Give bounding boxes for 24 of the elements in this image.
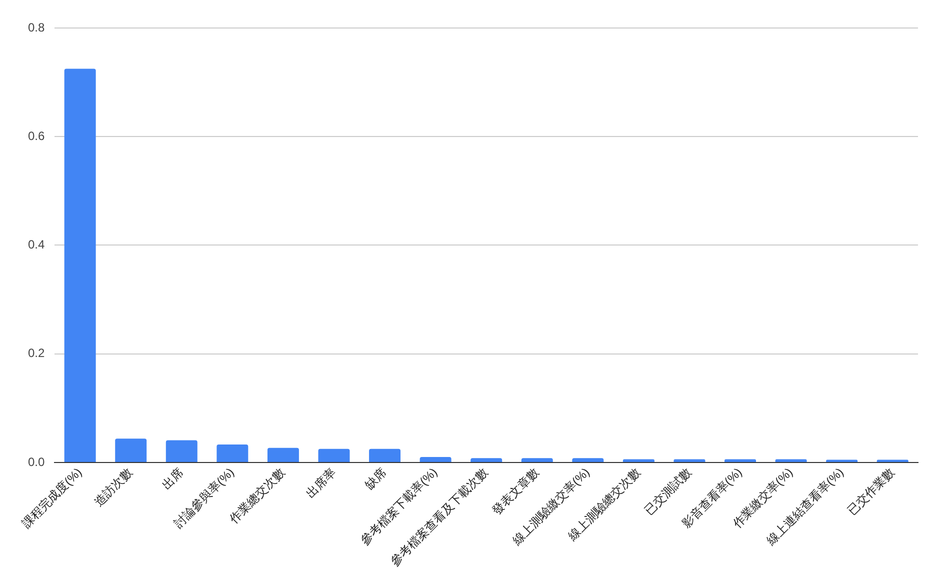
x-tick-label: 造訪次數 <box>91 465 136 509</box>
bar <box>521 458 553 462</box>
bar <box>318 448 350 462</box>
x-tick-label: 缺席 <box>362 465 390 492</box>
bar <box>115 438 147 462</box>
bar <box>775 459 807 462</box>
bar <box>572 458 604 462</box>
y-tick-label: 0.6 <box>28 128 45 143</box>
bar <box>674 459 706 462</box>
y-tick-label: 0.4 <box>28 238 45 252</box>
x-tick-label: 出席率 <box>303 465 338 500</box>
bar <box>420 457 452 462</box>
bar <box>166 440 198 462</box>
bar <box>267 448 299 462</box>
bar <box>470 458 502 462</box>
bar <box>216 444 248 462</box>
bar <box>724 459 756 462</box>
y-tick-label: 0.2 <box>28 346 45 360</box>
x-tick-label: 出席 <box>159 465 186 492</box>
y-tick-label: 0.8 <box>28 20 45 34</box>
bar <box>369 448 401 462</box>
bar <box>622 459 654 462</box>
bar <box>64 68 96 462</box>
x-tick-label: 已交作業數 <box>844 465 898 518</box>
